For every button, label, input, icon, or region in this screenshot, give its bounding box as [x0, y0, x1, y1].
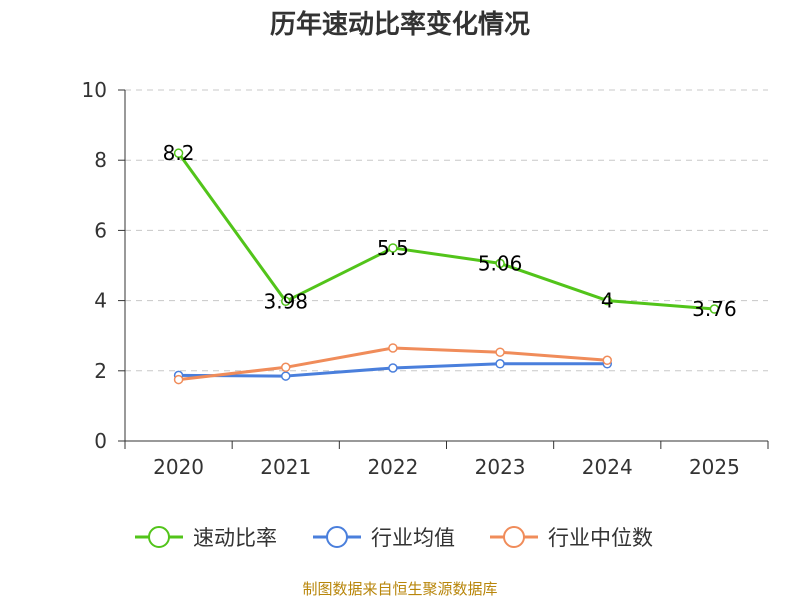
- x-tick-label: 2024: [582, 455, 633, 479]
- x-tick-label: 2020: [153, 455, 204, 479]
- data-point[interactable]: [602, 355, 612, 366]
- data-point[interactable]: [495, 347, 505, 357]
- legend-marker-icon: [326, 526, 348, 548]
- data-label: 3.76: [692, 297, 737, 321]
- legend[interactable]: 速动比率 行业均值 行业中位数: [135, 526, 653, 550]
- data-point[interactable]: [388, 343, 398, 353]
- y-tick-label: 6: [94, 218, 107, 242]
- x-tick-label: 2021: [260, 455, 311, 479]
- y-tick-label: 0: [94, 429, 107, 453]
- tick-labels: 0 2 4 6 8 10 2020 2021 2022 2023 2024 2025: [82, 78, 740, 479]
- data-labels: 8.2 3.98 5.5 5.06 4 3.76: [163, 141, 737, 321]
- y-tick-label: 10: [82, 78, 107, 102]
- data-label: 5.5: [377, 236, 409, 260]
- y-tick-label: 8: [94, 148, 107, 172]
- legend-label: 速动比率: [193, 526, 277, 550]
- data-point[interactable]: [495, 359, 505, 369]
- data-label: 3.98: [263, 289, 308, 313]
- axes: [118, 89, 769, 449]
- source-note: 制图数据来自恒生聚源数据库: [302, 580, 497, 598]
- data-point[interactable]: [388, 243, 398, 253]
- legend-marker-icon: [503, 526, 525, 548]
- x-tick-label: 2022: [367, 455, 418, 479]
- data-point[interactable]: [495, 258, 505, 269]
- data-label: 8.2: [163, 141, 195, 165]
- grid-lines: [125, 89, 768, 372]
- chart-title: 历年速动比率变化情况: [270, 9, 530, 40]
- legend-item[interactable]: 行业均值: [313, 526, 455, 550]
- data-point[interactable]: [602, 295, 612, 306]
- legend-label: 行业中位数: [548, 526, 653, 550]
- data-label: 5.06: [478, 251, 523, 275]
- data-point[interactable]: [709, 304, 720, 314]
- data-point[interactable]: [281, 371, 291, 381]
- legend-label: 行业均值: [371, 526, 455, 550]
- legend-marker-icon: [148, 526, 170, 548]
- legend-item[interactable]: 速动比率: [135, 526, 277, 550]
- data-point[interactable]: [281, 362, 291, 373]
- x-tick-label: 2023: [475, 455, 526, 479]
- y-tick-label: 4: [94, 289, 107, 313]
- data-point[interactable]: [388, 363, 398, 373]
- data-point[interactable]: [281, 296, 291, 307]
- series-lines: [173, 148, 720, 385]
- series-line: [177, 152, 715, 311]
- data-label: 4: [601, 289, 614, 313]
- data-point[interactable]: [173, 374, 184, 385]
- x-tick-label: 2025: [689, 455, 740, 479]
- data-point[interactable]: [173, 148, 184, 158]
- legend-item[interactable]: 行业中位数: [490, 526, 653, 550]
- y-tick-label: 2: [94, 359, 107, 383]
